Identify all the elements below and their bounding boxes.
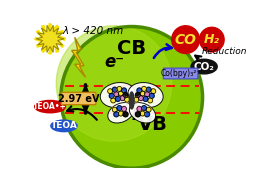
Circle shape	[135, 112, 140, 117]
FancyBboxPatch shape	[163, 68, 198, 79]
Circle shape	[199, 27, 224, 52]
Ellipse shape	[129, 103, 156, 123]
Circle shape	[140, 91, 145, 96]
Text: CB: CB	[117, 39, 146, 58]
Text: 2.97 eV: 2.97 eV	[58, 94, 99, 104]
Circle shape	[146, 87, 151, 92]
Circle shape	[135, 93, 140, 98]
Text: λ > 420 nm: λ > 420 nm	[63, 26, 124, 36]
Text: CO₂: CO₂	[194, 62, 214, 72]
Circle shape	[140, 111, 145, 116]
Text: TEOA•+: TEOA•+	[33, 102, 67, 111]
Circle shape	[117, 106, 122, 111]
Circle shape	[149, 93, 154, 98]
Circle shape	[125, 97, 129, 102]
Circle shape	[121, 88, 126, 93]
Circle shape	[114, 112, 119, 117]
Circle shape	[141, 106, 146, 111]
Circle shape	[119, 111, 123, 116]
Circle shape	[141, 86, 146, 91]
Circle shape	[139, 96, 144, 101]
Circle shape	[114, 92, 119, 97]
Circle shape	[119, 91, 123, 96]
Circle shape	[123, 112, 128, 117]
Circle shape	[134, 97, 139, 102]
Text: CO: CO	[175, 33, 197, 47]
Ellipse shape	[129, 92, 134, 109]
Ellipse shape	[128, 83, 163, 108]
Circle shape	[117, 86, 122, 91]
Circle shape	[121, 106, 126, 111]
Text: VB: VB	[138, 115, 167, 134]
Ellipse shape	[35, 100, 66, 113]
Text: e⁻: e⁻	[104, 53, 124, 71]
Circle shape	[109, 93, 114, 98]
Ellipse shape	[51, 120, 77, 132]
Circle shape	[120, 96, 125, 101]
Circle shape	[148, 98, 153, 103]
Text: Reduction: Reduction	[201, 47, 247, 56]
Circle shape	[112, 107, 117, 112]
Circle shape	[137, 106, 142, 111]
Text: TEOA: TEOA	[50, 121, 77, 130]
Circle shape	[137, 88, 142, 93]
Circle shape	[56, 26, 172, 141]
FancyBboxPatch shape	[61, 92, 96, 105]
Ellipse shape	[108, 103, 134, 123]
Circle shape	[146, 107, 151, 112]
Circle shape	[143, 96, 148, 101]
Circle shape	[115, 96, 120, 101]
Circle shape	[172, 26, 199, 53]
Text: Co(bpy)₃²⁺: Co(bpy)₃²⁺	[160, 69, 201, 78]
Circle shape	[111, 98, 116, 103]
Polygon shape	[36, 25, 64, 52]
Ellipse shape	[100, 83, 135, 108]
Ellipse shape	[191, 59, 217, 74]
Circle shape	[61, 26, 203, 168]
Circle shape	[145, 112, 149, 117]
Circle shape	[108, 89, 113, 94]
Circle shape	[123, 93, 128, 98]
Circle shape	[112, 87, 117, 92]
Circle shape	[145, 92, 149, 97]
Text: h⁺: h⁺	[132, 108, 150, 123]
Polygon shape	[72, 37, 86, 77]
Circle shape	[151, 89, 156, 94]
Text: H₂: H₂	[204, 33, 220, 46]
